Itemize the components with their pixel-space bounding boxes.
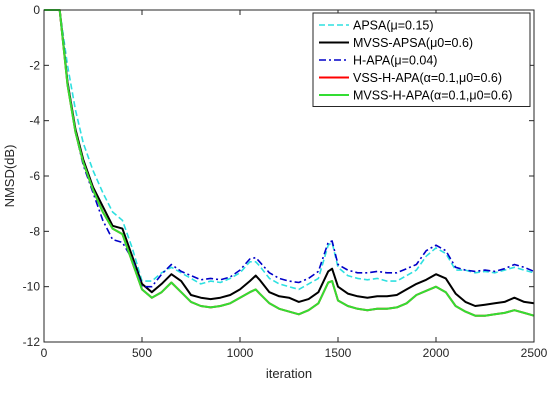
legend-label: APSA(μ=0.15) xyxy=(353,19,434,33)
legend-label: MVSS-APSA(μ0=0.6) xyxy=(353,36,473,50)
legend-box xyxy=(312,12,531,107)
y-tick-label: -8 xyxy=(29,224,40,238)
legend-label: VSS-H-APA(α=0.1,μ0=0.6) xyxy=(353,71,502,85)
x-tick-label: 1000 xyxy=(227,346,254,360)
tick-layer: 0 500 1000 1500 2000 2500 0 -2 -4 -6 -8 -10 -12 xyxy=(23,3,548,360)
series-line-0 xyxy=(44,9,535,291)
y-tick-label: -2 xyxy=(29,58,40,72)
x-tick-label: 2500 xyxy=(521,346,548,360)
y-tick-label: 0 xyxy=(33,3,40,17)
x-tick-label: 2000 xyxy=(423,346,450,360)
y-axis-label: NMSD(dB) xyxy=(2,145,17,208)
series-layer xyxy=(44,9,535,317)
x-tick-label: 1500 xyxy=(325,346,352,360)
x-tick-label: 0 xyxy=(41,346,48,360)
legend-label: MVSS-H-APA(α=0.1,μ0=0.6) xyxy=(353,89,512,103)
series-line-1 xyxy=(44,9,535,307)
series-line-4 xyxy=(44,9,535,317)
x-axis-label: iteration xyxy=(266,366,312,381)
x-tick-label: 500 xyxy=(132,346,152,360)
legend: APSA(μ=0.15) MVSS-APSA(μ0=0.6) H-APA(μ=0.0… xyxy=(312,12,531,107)
y-tick-label: -10 xyxy=(23,280,41,294)
y-tick-label: -6 xyxy=(29,169,40,183)
y-tick-label: -4 xyxy=(29,114,40,128)
legend-label: H-APA(μ=0.04) xyxy=(353,54,437,68)
y-tick-label: -12 xyxy=(23,335,41,349)
